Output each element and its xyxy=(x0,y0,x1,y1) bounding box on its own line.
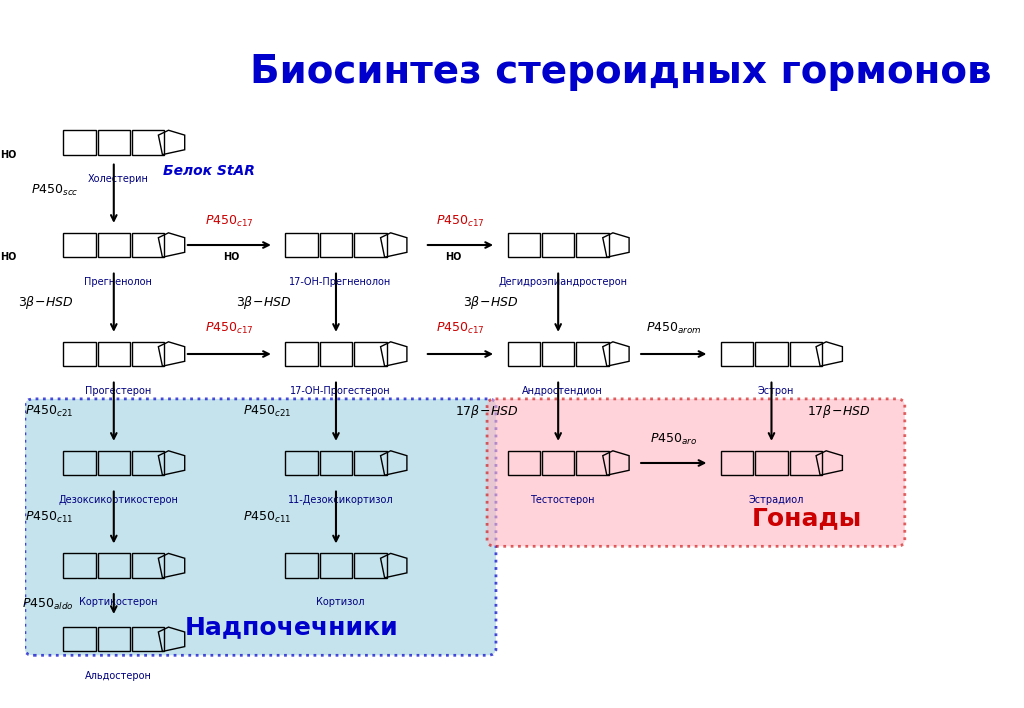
Text: Биосинтез стероидных гормонов: Биосинтез стероидных гормонов xyxy=(250,52,991,91)
Text: Тестостерон: Тестостерон xyxy=(530,495,595,505)
Text: Гонады: Гонады xyxy=(752,506,862,530)
Text: 17-ОН-Прегненолон: 17-ОН-Прегненолон xyxy=(290,277,391,287)
Text: $3\beta\!-\!HSD$: $3\beta\!-\!HSD$ xyxy=(463,295,518,312)
Text: $P450_{c17}$: $P450_{c17}$ xyxy=(436,214,484,229)
Text: Белок StAR: Белок StAR xyxy=(163,164,255,178)
Text: $P450_{c17}$: $P450_{c17}$ xyxy=(205,321,254,336)
Text: Дегидроэпиандростерон: Дегидроэпиандростерон xyxy=(498,277,627,287)
Text: Кортикостерон: Кортикостерон xyxy=(79,598,158,607)
Text: HO: HO xyxy=(444,252,461,262)
Text: $P450_{c11}$: $P450_{c11}$ xyxy=(243,510,292,525)
Text: Кортизол: Кортизол xyxy=(316,598,365,607)
Text: Андростендион: Андростендион xyxy=(522,386,603,396)
Text: Холестерин: Холестерин xyxy=(88,174,148,184)
Text: HO: HO xyxy=(223,252,239,262)
Text: $3\beta\!-\!HSD$: $3\beta\!-\!HSD$ xyxy=(18,295,74,312)
FancyBboxPatch shape xyxy=(487,399,905,547)
Text: $P450_{arom}$: $P450_{arom}$ xyxy=(646,321,701,336)
Text: Эстрон: Эстрон xyxy=(758,386,795,396)
Text: Прогестерон: Прогестерон xyxy=(85,386,152,396)
FancyBboxPatch shape xyxy=(25,399,496,656)
Text: HO: HO xyxy=(1,149,17,159)
Text: $P450_{c21}$: $P450_{c21}$ xyxy=(26,404,74,419)
Text: Эстрадиол: Эстрадиол xyxy=(749,495,804,505)
Text: Альдостерон: Альдостерон xyxy=(85,671,152,681)
Text: $P450_{aro}$: $P450_{aro}$ xyxy=(650,432,697,447)
Text: $P450_{c21}$: $P450_{c21}$ xyxy=(243,404,292,419)
Text: $3\beta\!-\!HSD$: $3\beta\!-\!HSD$ xyxy=(236,295,292,312)
Text: Надпочечники: Надпочечники xyxy=(184,615,398,639)
Text: 11-Дезоксикортизол: 11-Дезоксикортизол xyxy=(288,495,393,505)
Text: $P450_{c11}$: $P450_{c11}$ xyxy=(26,510,74,525)
Text: Прегненолон: Прегненолон xyxy=(84,277,153,287)
Text: $P450_{c17}$: $P450_{c17}$ xyxy=(205,214,254,229)
Text: $17\beta\!-\!HSD$: $17\beta\!-\!HSD$ xyxy=(455,403,518,421)
Text: $17\beta\!-\!HSD$: $17\beta\!-\!HSD$ xyxy=(807,403,870,421)
Text: $P450_{aldo}$: $P450_{aldo}$ xyxy=(22,596,74,612)
Text: Дезоксикортикостерон: Дезоксикортикостерон xyxy=(58,495,178,505)
Text: HO: HO xyxy=(1,252,17,262)
Text: $P450_{scc}$: $P450_{scc}$ xyxy=(31,183,78,198)
Text: $P450_{c17}$: $P450_{c17}$ xyxy=(436,321,484,336)
Text: 17-ОН-Прогестерон: 17-ОН-Прогестерон xyxy=(290,386,391,396)
